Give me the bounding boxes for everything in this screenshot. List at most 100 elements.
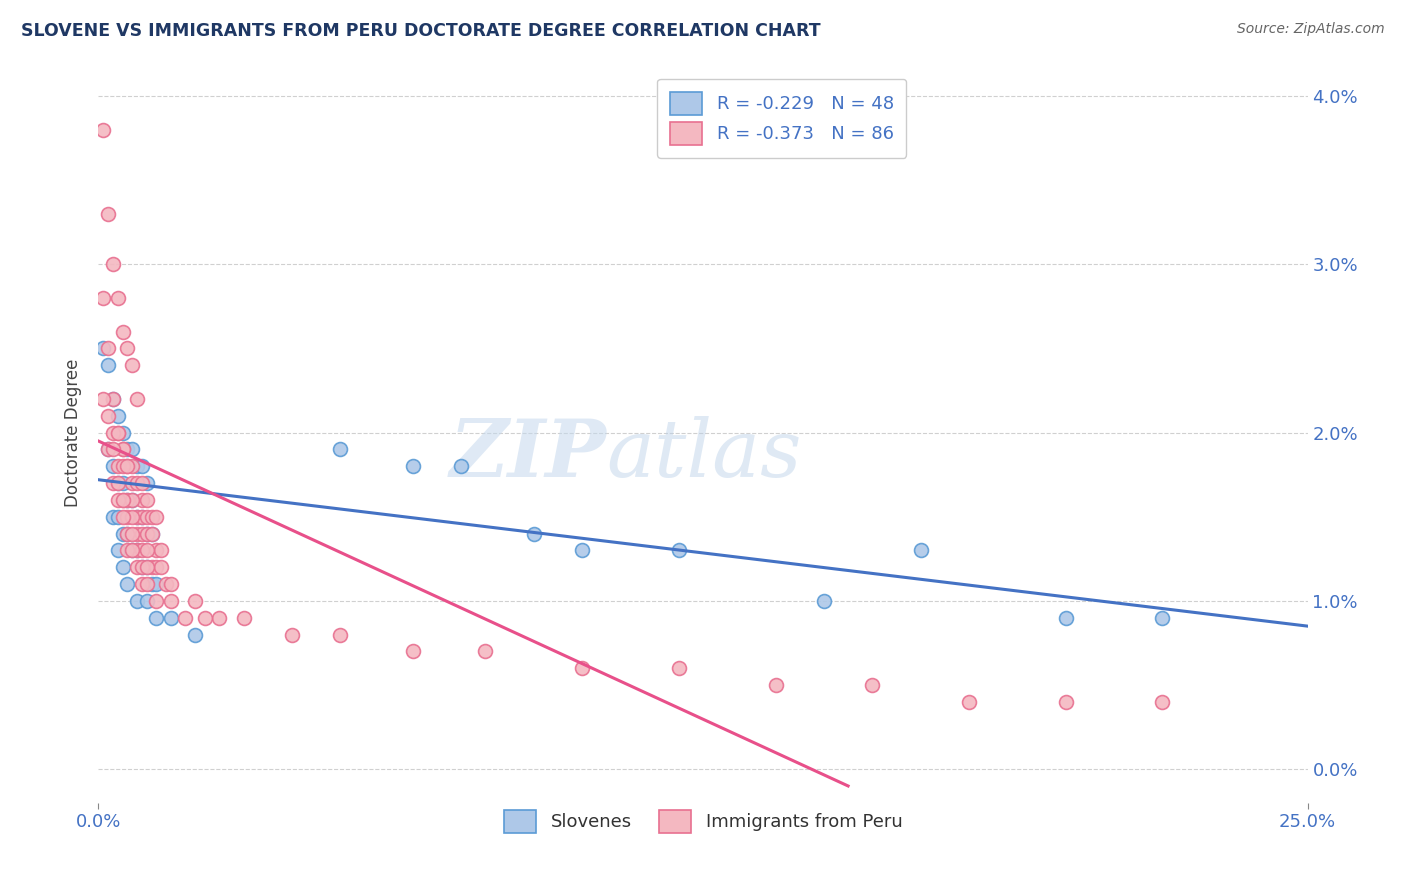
Point bbox=[121, 359, 143, 373]
Point bbox=[127, 392, 149, 406]
Point bbox=[571, 543, 593, 558]
Point bbox=[97, 442, 120, 457]
Point bbox=[97, 359, 120, 373]
Point bbox=[121, 509, 143, 524]
Point bbox=[160, 594, 183, 608]
Point bbox=[450, 459, 472, 474]
Point bbox=[957, 695, 980, 709]
Point bbox=[121, 526, 143, 541]
Point bbox=[155, 577, 177, 591]
Point bbox=[150, 560, 173, 574]
Point bbox=[111, 560, 134, 574]
Point bbox=[127, 509, 149, 524]
Point bbox=[97, 342, 120, 356]
Point bbox=[145, 543, 167, 558]
Text: Source: ZipAtlas.com: Source: ZipAtlas.com bbox=[1237, 22, 1385, 37]
Point bbox=[117, 459, 139, 474]
Point bbox=[107, 409, 129, 423]
Point bbox=[101, 459, 124, 474]
Point bbox=[135, 543, 157, 558]
Point bbox=[141, 509, 163, 524]
Point bbox=[1054, 610, 1077, 624]
Point bbox=[117, 543, 139, 558]
Point bbox=[131, 577, 153, 591]
Point bbox=[111, 425, 134, 440]
Point bbox=[101, 392, 124, 406]
Point bbox=[111, 459, 134, 474]
Point bbox=[107, 543, 129, 558]
Point bbox=[117, 342, 139, 356]
Point bbox=[131, 492, 153, 507]
Point bbox=[127, 543, 149, 558]
Point bbox=[160, 610, 183, 624]
Point bbox=[97, 442, 120, 457]
Point bbox=[121, 492, 143, 507]
Point bbox=[131, 560, 153, 574]
Point bbox=[668, 661, 690, 675]
Point bbox=[135, 476, 157, 491]
Point bbox=[571, 661, 593, 675]
Text: ZIP: ZIP bbox=[450, 416, 606, 493]
Point bbox=[117, 442, 139, 457]
Point bbox=[127, 560, 149, 574]
Point bbox=[121, 476, 143, 491]
Point bbox=[194, 610, 217, 624]
Point bbox=[135, 560, 157, 574]
Point bbox=[135, 594, 157, 608]
Point bbox=[117, 459, 139, 474]
Point bbox=[474, 644, 496, 658]
Point bbox=[131, 526, 153, 541]
Point bbox=[131, 543, 153, 558]
Point bbox=[97, 409, 120, 423]
Point bbox=[668, 543, 690, 558]
Point bbox=[107, 425, 129, 440]
Point bbox=[184, 627, 207, 641]
Point bbox=[107, 492, 129, 507]
Point bbox=[111, 526, 134, 541]
Point bbox=[117, 509, 139, 524]
Point bbox=[107, 509, 129, 524]
Point bbox=[232, 610, 254, 624]
Point bbox=[765, 678, 787, 692]
Point bbox=[101, 509, 124, 524]
Text: atlas: atlas bbox=[606, 416, 801, 493]
Point bbox=[813, 594, 835, 608]
Point bbox=[1152, 610, 1174, 624]
Point bbox=[101, 442, 124, 457]
Point bbox=[131, 509, 153, 524]
Point bbox=[145, 509, 167, 524]
Legend: Slovenes, Immigrants from Peru: Slovenes, Immigrants from Peru bbox=[491, 797, 915, 846]
Point bbox=[910, 543, 932, 558]
Point bbox=[127, 459, 149, 474]
Point bbox=[135, 560, 157, 574]
Point bbox=[1054, 695, 1077, 709]
Point bbox=[117, 526, 139, 541]
Point bbox=[150, 543, 173, 558]
Point bbox=[135, 509, 157, 524]
Point bbox=[111, 442, 134, 457]
Point bbox=[101, 392, 124, 406]
Point bbox=[107, 291, 129, 305]
Y-axis label: Doctorate Degree: Doctorate Degree bbox=[65, 359, 83, 507]
Point bbox=[329, 627, 352, 641]
Point bbox=[127, 476, 149, 491]
Point bbox=[141, 560, 163, 574]
Point bbox=[281, 627, 304, 641]
Point bbox=[1152, 695, 1174, 709]
Point bbox=[117, 492, 139, 507]
Point bbox=[111, 476, 134, 491]
Point bbox=[860, 678, 883, 692]
Point bbox=[121, 543, 143, 558]
Point bbox=[107, 425, 129, 440]
Point bbox=[141, 577, 163, 591]
Point bbox=[101, 257, 124, 271]
Point bbox=[131, 459, 153, 474]
Point bbox=[101, 476, 124, 491]
Point bbox=[145, 610, 167, 624]
Point bbox=[135, 526, 157, 541]
Point bbox=[208, 610, 231, 624]
Text: SLOVENE VS IMMIGRANTS FROM PERU DOCTORATE DEGREE CORRELATION CHART: SLOVENE VS IMMIGRANTS FROM PERU DOCTORAT… bbox=[21, 22, 821, 40]
Point bbox=[107, 459, 129, 474]
Point bbox=[111, 442, 134, 457]
Point bbox=[160, 577, 183, 591]
